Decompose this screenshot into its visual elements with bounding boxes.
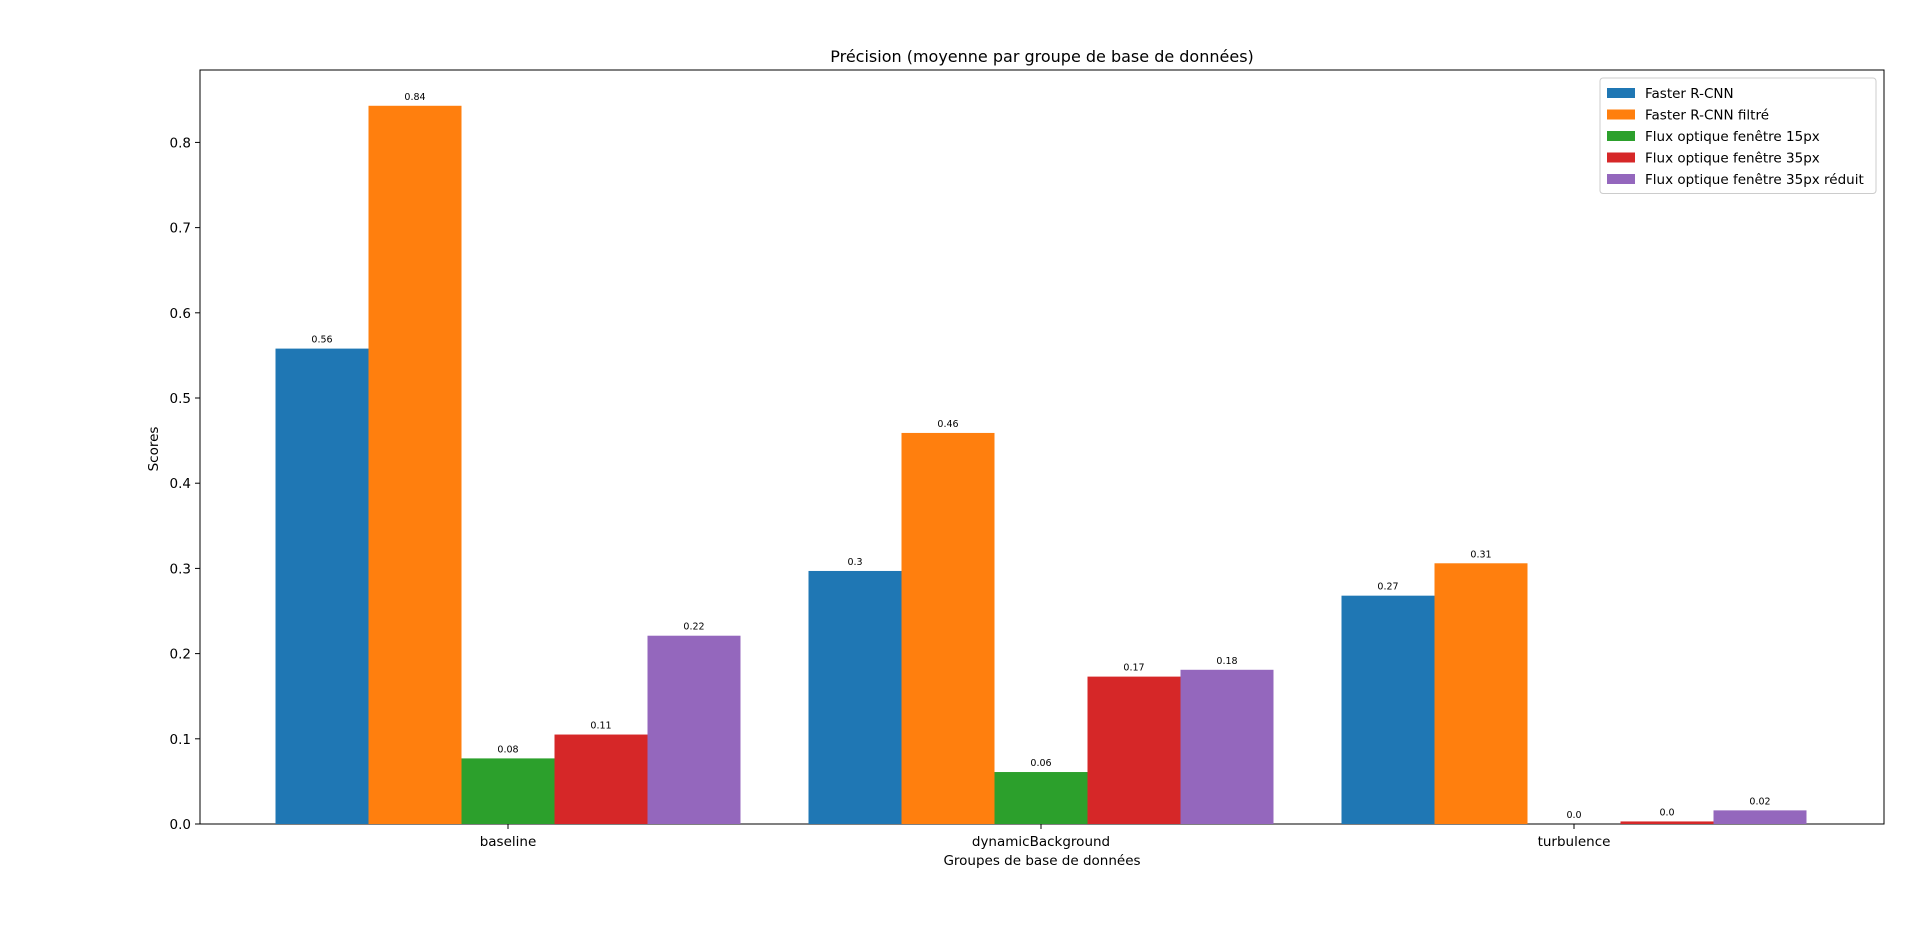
y-tick-label: 0.3 — [170, 561, 191, 577]
bar-value-label: 0.11 — [590, 721, 611, 732]
bar-value-label: 0.22 — [683, 622, 704, 633]
x-tick-label: dynamicBackground — [972, 834, 1110, 850]
y-tick-label: 0.8 — [170, 135, 191, 151]
legend-swatch — [1607, 152, 1635, 163]
bar-value-label: 0.17 — [1123, 663, 1144, 674]
bar-value-label: 0.46 — [937, 419, 958, 430]
legend-label: Flux optique fenêtre 35px — [1645, 151, 1820, 167]
bar — [1713, 810, 1807, 824]
bar — [554, 734, 648, 824]
x-tick-label: baseline — [480, 834, 537, 850]
y-tick-label: 0.5 — [170, 391, 191, 407]
y-tick-label: 0.2 — [170, 647, 191, 663]
bar-value-label: 0.0 — [1659, 807, 1674, 818]
y-axis: 0.0 0.1 0.2 0.3 0.4 0.5 0.6 0.7 0.8 — [170, 135, 200, 833]
bar — [901, 432, 995, 824]
bar — [1087, 676, 1181, 824]
legend-swatch — [1607, 109, 1635, 120]
bar-value-label: 0.02 — [1749, 796, 1770, 807]
legend-swatch — [1607, 131, 1635, 141]
bar — [275, 348, 369, 824]
bar-value-label: 0.31 — [1470, 549, 1491, 560]
legend-label: Faster R-CNN — [1645, 86, 1734, 102]
x-axis: baseline dynamicBackground turbulence — [480, 824, 1611, 850]
bar — [461, 758, 555, 824]
chart-title: Précision (moyenne par groupe de base de… — [830, 47, 1254, 66]
y-axis-label: Scores — [146, 427, 162, 472]
bar-value-label: 0.06 — [1030, 758, 1051, 769]
bar — [368, 105, 462, 824]
y-tick-label: 0.1 — [170, 732, 191, 748]
bar — [1434, 563, 1528, 824]
bar-value-label: 0.0 — [1566, 810, 1581, 821]
bar-value-label: 0.18 — [1216, 656, 1237, 667]
bar — [808, 570, 902, 824]
bar — [1620, 821, 1714, 824]
legend-label: Flux optique fenêtre 35px réduit — [1645, 172, 1864, 188]
bar-value-label: 0.3 — [847, 557, 862, 568]
y-tick-label: 0.6 — [170, 306, 191, 322]
y-tick-label: 0.7 — [170, 221, 191, 237]
legend-label: Flux optique fenêtre 15px — [1645, 129, 1820, 145]
bar-labels-group: 0.56 0.84 0.08 0.11 0.22 0.3 0.46 0.06 0.17 0.18 0… — [311, 92, 1770, 821]
legend-box — [1599, 77, 1877, 194]
bar — [994, 772, 1088, 824]
bar — [1180, 669, 1274, 824]
bar-value-label: 0.27 — [1377, 582, 1398, 593]
legend-swatch — [1607, 174, 1635, 184]
bars-group — [275, 105, 1807, 824]
x-tick-label: turbulence — [1538, 834, 1611, 850]
bar-value-label: 0.56 — [311, 335, 332, 346]
legend: Faster R-CNN Faster R-CNN filtré Flux opti… — [1599, 77, 1877, 194]
y-tick-label: 0.4 — [170, 476, 191, 492]
legend-label: Faster R-CNN filtré — [1645, 108, 1769, 124]
legend-swatch — [1607, 88, 1635, 98]
bar — [647, 635, 741, 824]
bar-value-label: 0.84 — [404, 92, 425, 103]
y-tick-label: 0.0 — [170, 817, 191, 833]
bar — [1341, 595, 1435, 824]
bar-value-label: 0.08 — [497, 744, 518, 755]
x-axis-label: Groupes de base de données — [943, 853, 1140, 869]
